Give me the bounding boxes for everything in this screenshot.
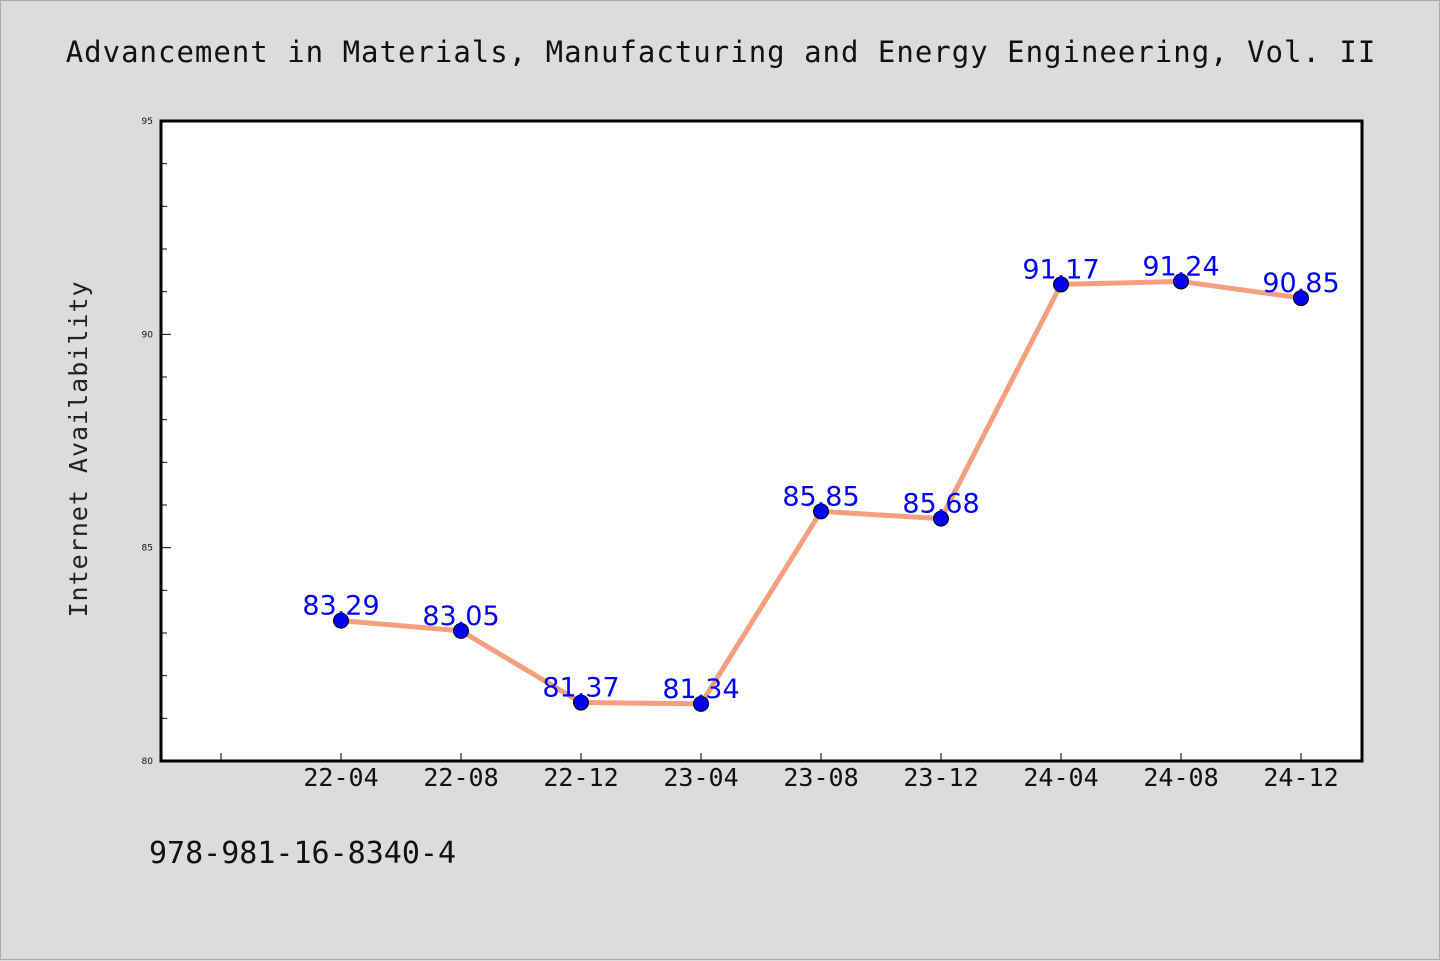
y-tick-label: 95 — [142, 117, 153, 127]
y-tick-label: 90 — [142, 330, 154, 340]
x-tick-label: 23-04 — [663, 763, 738, 792]
data-label: 91.17 — [1022, 254, 1099, 285]
data-point — [1173, 273, 1189, 290]
data-point — [813, 503, 829, 520]
data-label: 85.68 — [902, 489, 979, 520]
data-point — [693, 695, 709, 712]
x-tick-label: 24-04 — [1023, 763, 1098, 792]
data-point — [1053, 276, 1069, 293]
data-label: 90.85 — [1262, 268, 1339, 299]
data-label: 85.85 — [782, 481, 859, 512]
data-label: 81.37 — [542, 673, 619, 704]
data-label: 81.34 — [662, 674, 739, 705]
x-tick-label: 23-08 — [783, 763, 858, 792]
x-tick-label: 23-12 — [903, 763, 978, 792]
plot-area — [159, 119, 1364, 763]
x-tick-label: 24-12 — [1263, 763, 1338, 792]
x-tick-label: 24-08 — [1143, 763, 1218, 792]
data-point — [333, 612, 349, 629]
data-label: 83.05 — [422, 601, 499, 632]
data-point — [453, 622, 469, 639]
data-point — [933, 510, 949, 527]
x-tick-label: 22-04 — [303, 763, 378, 792]
y-tick-label: 80 — [142, 757, 154, 767]
chart-title: Advancement in Materials, Manufacturing … — [65, 35, 1377, 69]
data-point — [1293, 290, 1309, 307]
x-tick-label: 22-08 — [423, 763, 498, 792]
x-tick-label: 22-12 — [543, 763, 618, 792]
isbn-text: 978-981-16-8340-4 — [149, 836, 457, 871]
data-label: 83.29 — [302, 591, 379, 622]
y-axis-label: Internet Availability — [64, 280, 93, 617]
y-tick-label: 85 — [142, 544, 153, 554]
data-point — [573, 694, 589, 711]
data-label: 91.24 — [1142, 251, 1219, 282]
